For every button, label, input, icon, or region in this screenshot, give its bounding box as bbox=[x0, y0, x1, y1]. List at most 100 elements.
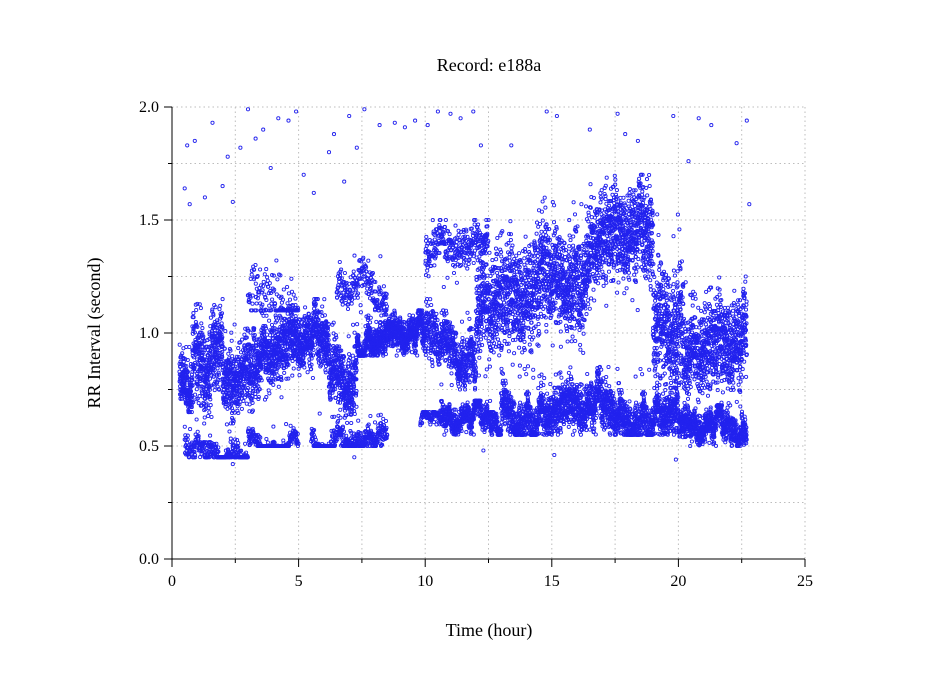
data-point bbox=[407, 313, 412, 318]
data-point bbox=[491, 350, 496, 355]
data-point bbox=[297, 327, 302, 332]
data-point bbox=[220, 355, 225, 360]
data-point bbox=[320, 304, 325, 309]
data-point bbox=[201, 334, 206, 339]
data-point bbox=[197, 394, 202, 399]
data-point bbox=[194, 387, 199, 392]
data-point bbox=[251, 327, 257, 333]
data-point bbox=[212, 367, 217, 373]
data-point bbox=[240, 337, 245, 342]
data-point bbox=[211, 313, 216, 318]
data-point bbox=[282, 370, 287, 375]
data-point bbox=[242, 383, 247, 388]
data-point bbox=[514, 253, 519, 258]
data-point bbox=[248, 330, 253, 335]
data-point bbox=[276, 375, 281, 381]
data-point bbox=[197, 302, 202, 307]
data-point bbox=[501, 322, 506, 328]
data-point bbox=[264, 395, 269, 400]
data-point bbox=[507, 255, 512, 260]
data-point bbox=[263, 324, 268, 329]
data-point bbox=[494, 257, 499, 262]
data-point bbox=[409, 350, 415, 355]
data-point bbox=[244, 335, 249, 340]
data-point bbox=[477, 355, 482, 360]
data-point bbox=[239, 406, 244, 411]
data-point bbox=[394, 353, 399, 358]
data-point bbox=[201, 350, 206, 355]
data-point bbox=[351, 322, 356, 327]
data-point bbox=[204, 403, 209, 408]
data-point bbox=[220, 325, 225, 330]
data-point bbox=[487, 250, 492, 255]
data-point bbox=[198, 306, 203, 311]
data-point bbox=[267, 391, 272, 396]
data-point bbox=[236, 355, 241, 360]
data-point bbox=[354, 404, 359, 409]
data-point bbox=[449, 383, 454, 388]
data-point bbox=[531, 375, 536, 380]
data-point bbox=[183, 357, 188, 362]
chart-title: Record: e188a bbox=[437, 55, 541, 75]
data-point bbox=[256, 343, 261, 348]
data-point bbox=[220, 349, 225, 354]
data-point bbox=[189, 405, 194, 410]
data-point bbox=[460, 335, 465, 341]
data-point bbox=[276, 365, 281, 370]
data-point bbox=[263, 326, 269, 331]
data-point bbox=[192, 365, 197, 370]
data-point bbox=[350, 353, 355, 358]
data-point bbox=[225, 386, 230, 391]
data-point bbox=[245, 388, 250, 393]
data-point bbox=[254, 344, 259, 349]
data-point bbox=[180, 351, 185, 356]
data-point bbox=[199, 321, 204, 326]
data-point bbox=[493, 246, 499, 251]
data-point bbox=[517, 345, 522, 350]
data-point bbox=[219, 321, 224, 326]
data-point bbox=[228, 358, 233, 363]
data-point bbox=[465, 310, 470, 315]
data-point bbox=[502, 339, 507, 344]
data-point bbox=[228, 421, 233, 426]
data-point bbox=[213, 305, 218, 310]
data-point bbox=[208, 315, 213, 320]
data-point bbox=[214, 373, 219, 378]
data-point bbox=[226, 351, 231, 356]
data-point bbox=[273, 363, 278, 368]
data-point bbox=[195, 324, 200, 329]
data-point bbox=[483, 335, 488, 340]
data-point bbox=[338, 407, 343, 412]
data-point bbox=[429, 302, 434, 308]
data-point bbox=[222, 346, 227, 351]
data-point bbox=[218, 303, 223, 308]
data-point bbox=[224, 398, 229, 403]
data-point bbox=[251, 358, 256, 363]
data-point bbox=[191, 400, 196, 405]
data-point bbox=[191, 315, 196, 320]
data-point bbox=[224, 400, 229, 405]
data-point bbox=[236, 346, 241, 351]
data-point bbox=[208, 403, 213, 408]
data-point bbox=[219, 314, 224, 319]
data-point bbox=[231, 418, 236, 424]
data-point bbox=[230, 354, 235, 359]
data-point bbox=[293, 314, 298, 319]
data-point bbox=[216, 372, 221, 377]
data-point bbox=[499, 254, 504, 259]
data-point bbox=[273, 313, 278, 318]
data-point bbox=[501, 300, 507, 305]
data-point bbox=[423, 352, 428, 358]
data-point bbox=[484, 367, 489, 372]
data-point bbox=[267, 356, 272, 361]
data-point bbox=[269, 322, 275, 327]
data-point bbox=[245, 326, 250, 331]
data-point bbox=[216, 370, 221, 375]
data-point bbox=[271, 382, 276, 387]
data-point bbox=[240, 390, 245, 395]
data-point bbox=[194, 307, 199, 313]
data-point bbox=[214, 318, 220, 323]
data-point bbox=[368, 320, 373, 325]
data-point bbox=[251, 360, 256, 365]
